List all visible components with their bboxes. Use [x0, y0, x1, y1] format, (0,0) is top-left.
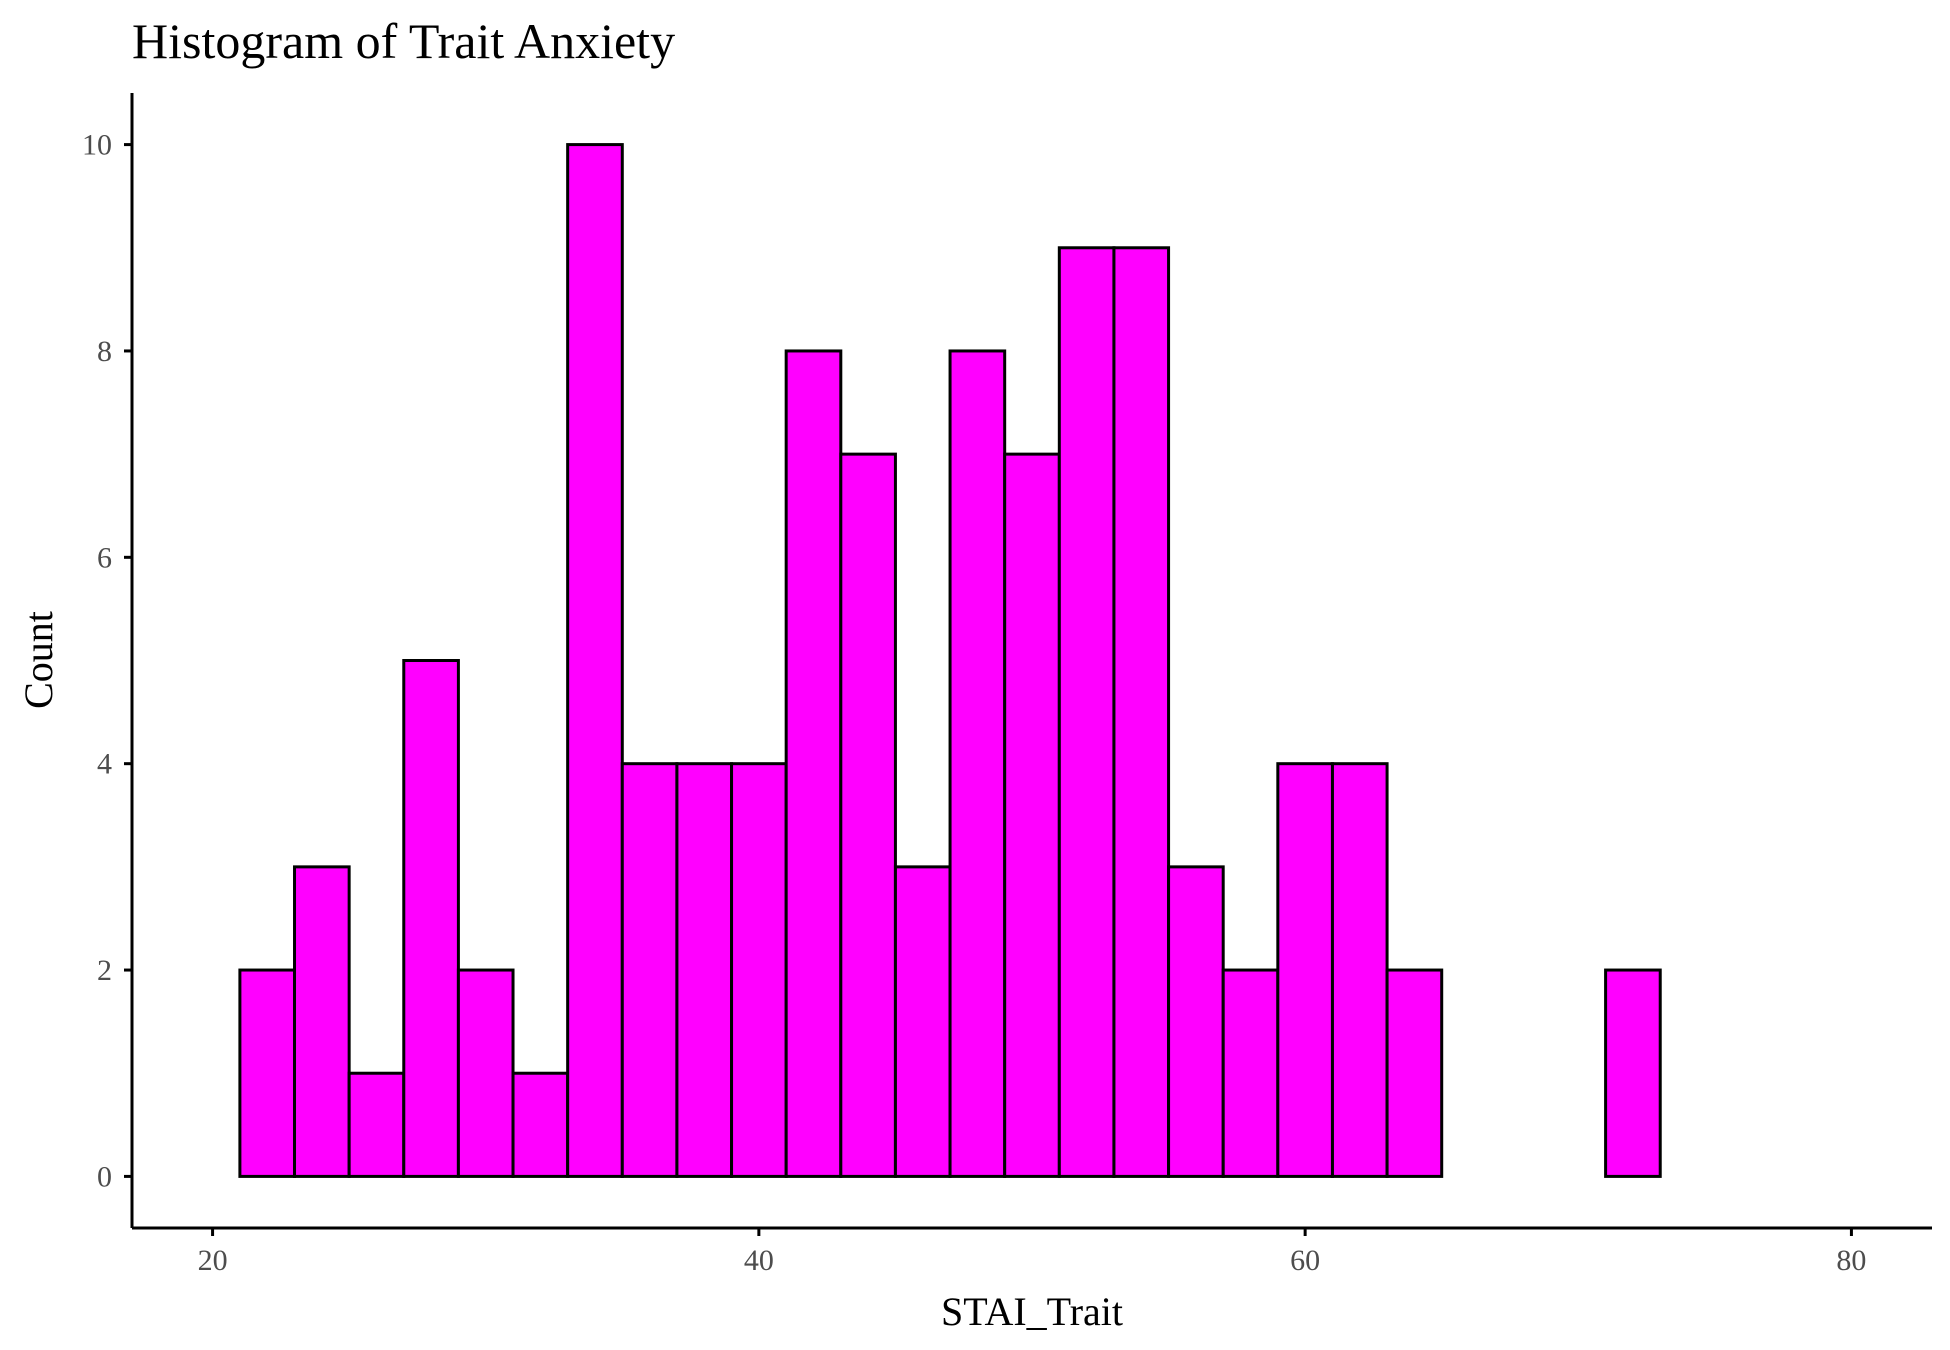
- y-tick-label-2: 4: [97, 748, 112, 781]
- histogram-bar-16: [1112, 246, 1171, 1178]
- histogram-bar-17: [1167, 865, 1225, 1178]
- histogram-bar-12: [893, 865, 952, 1178]
- y-tick-label-0: 0: [97, 1160, 112, 1193]
- histogram-bar-10: [784, 349, 843, 1178]
- histogram-bar-7: [620, 762, 679, 1178]
- histogram-bar-13: [948, 349, 1007, 1178]
- histogram-bar-5: [511, 1071, 570, 1178]
- x-tick-label-0: 20: [198, 1244, 228, 1277]
- y-tick-label-1: 2: [97, 954, 112, 987]
- y-ticks: 0 2 4 6 8 10: [82, 129, 132, 1193]
- histogram-bar-4: [456, 968, 515, 1178]
- x-ticks: 20 40 60 80: [198, 1228, 1866, 1277]
- histogram-bar-15: [1057, 246, 1116, 1178]
- histogram-bar-0: [238, 968, 297, 1178]
- y-tick-label-3: 6: [97, 541, 112, 574]
- y-tick-label-5: 10: [82, 129, 112, 162]
- histogram-bar-6: [566, 143, 624, 1178]
- y-axis-title: Count: [16, 611, 61, 709]
- histogram-bar-9: [730, 762, 788, 1178]
- histogram-bar-20: [1330, 762, 1389, 1178]
- histogram-bar-18: [1221, 968, 1280, 1178]
- histogram-bar-14: [1003, 452, 1061, 1178]
- x-axis-title: STAI_Trait: [941, 1289, 1123, 1334]
- x-tick-label-3: 80: [1836, 1244, 1866, 1277]
- bars-layer: [238, 143, 1662, 1178]
- histogram-bar-8: [675, 762, 734, 1178]
- histogram-bar-11: [839, 452, 897, 1178]
- x-tick-label-1: 40: [744, 1244, 774, 1277]
- histogram-bar-1: [293, 865, 351, 1178]
- x-tick-label-2: 60: [1290, 1244, 1320, 1277]
- histogram-bar-19: [1276, 762, 1334, 1178]
- chart-title: Histogram of Trait Anxiety: [132, 13, 675, 69]
- histogram-bar-25: [1604, 968, 1662, 1178]
- histogram-bar-2: [347, 1071, 406, 1178]
- histogram-bar-21: [1385, 968, 1444, 1178]
- histogram-bar-3: [402, 659, 460, 1178]
- y-tick-label-4: 8: [97, 335, 112, 368]
